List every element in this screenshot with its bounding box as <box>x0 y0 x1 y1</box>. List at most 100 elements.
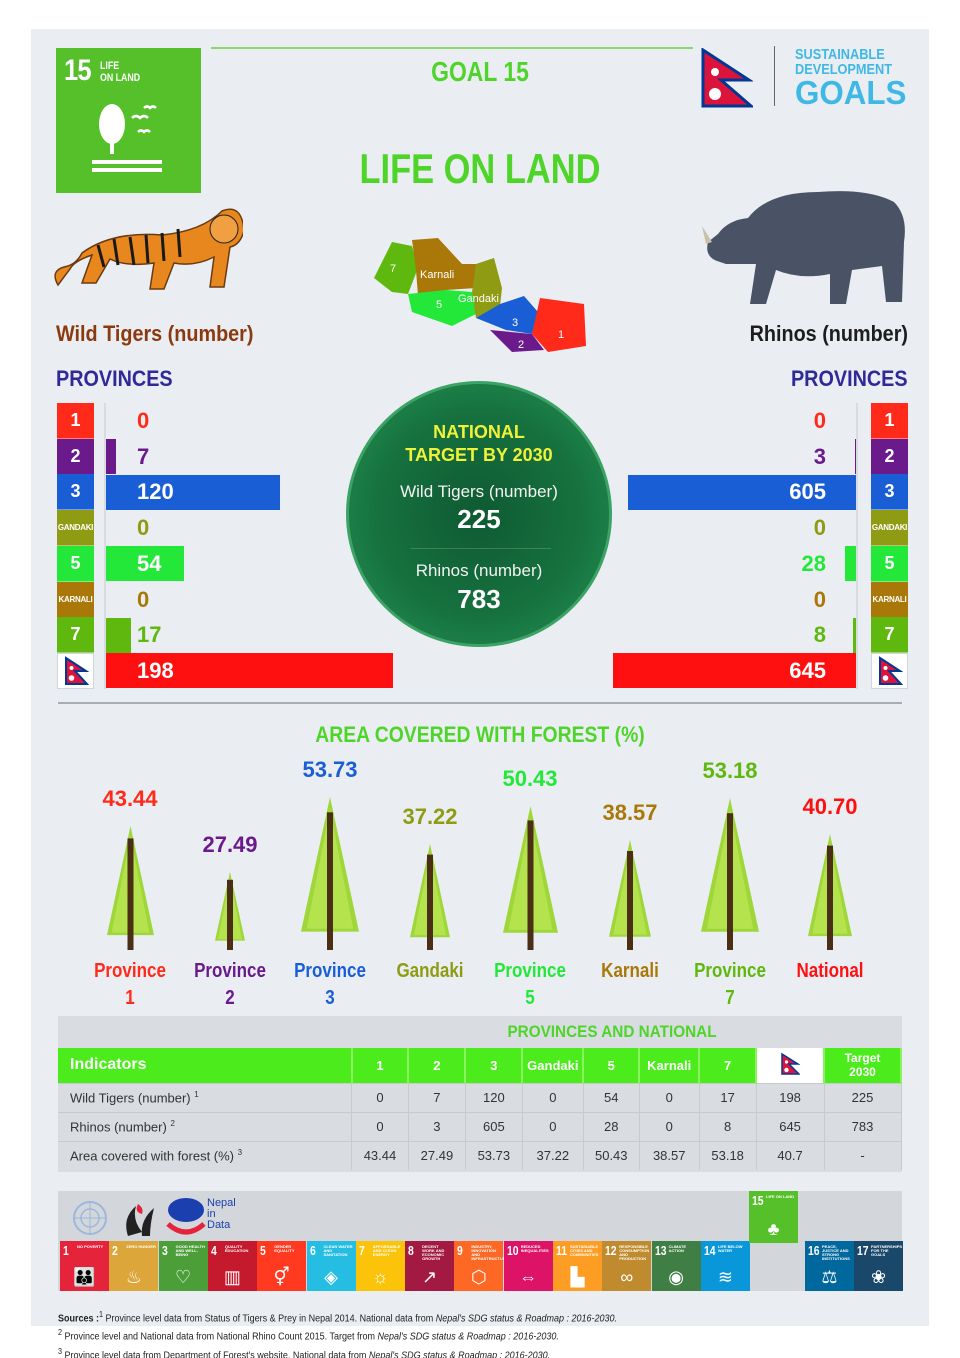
map-label-5: 5 <box>436 299 442 311</box>
table-cell: 50.43 <box>583 1140 640 1170</box>
pine-tree-icon <box>808 834 852 950</box>
col-p2: 2 <box>408 1048 467 1083</box>
nepal-in-data-logo-icon <box>166 1198 206 1235</box>
tigers-value-national: 198 <box>137 657 174 683</box>
table-row: Wild Tigers (number) 1 0 7 120 0 54 0 17 198 225 <box>58 1082 902 1112</box>
table-cell: 53.73 <box>465 1140 523 1170</box>
pine-tree-icon <box>215 872 245 950</box>
rhinos-bar-p7 <box>853 617 856 653</box>
sdg-tile-11: 11 SUSTAINABLE CITIES AND COMMUNITIES ▙ <box>553 1241 602 1291</box>
table-cell: 198 <box>756 1082 825 1112</box>
table-cell: 38.57 <box>639 1140 700 1170</box>
rhinos-value-gandaki: 0 <box>813 515 826 541</box>
forest-label-p2: Province 2 <box>194 960 266 1009</box>
infinity-icon: ∞ <box>620 1267 634 1287</box>
forest-label-p5: Province 5 <box>494 960 566 1009</box>
target-separator <box>411 548 551 549</box>
tigers-axis-line <box>104 403 106 689</box>
table-row: Rhinos (number) 2 0 3 605 0 28 0 8 645 783 <box>58 1111 902 1141</box>
table-cell: 0 <box>522 1111 584 1141</box>
table-row: Area covered with forest (%) 3 43.44 27.49… <box>58 1140 902 1170</box>
tigers-province-box-p1: 1 <box>57 403 94 439</box>
rhinos-province-box-p5: 5 <box>871 545 908 582</box>
table-cell: 27.49 <box>408 1140 466 1170</box>
sdg-tile-5: 5 GENDER EQUALITY ⚥ <box>257 1241 307 1291</box>
rhinos-axis-line <box>856 403 858 689</box>
col-p5: 5 <box>583 1048 641 1083</box>
sdg-tile-4: 4 QUALITY EDUCATION ▥ <box>207 1241 257 1291</box>
target-tigers-label: Wild Tigers (number) <box>400 482 558 501</box>
nepal-flag-icon <box>64 656 89 685</box>
tigers-value-karnali: 0 <box>137 586 150 612</box>
sdg-tile-15: 15 LIFE ON LAND ♣ <box>749 1191 798 1243</box>
rhinos-province-box-national <box>871 652 908 689</box>
indicator-table: Indicators 1 2 3 Gandaki 5 Karnali 7 Tar… <box>58 1048 902 1170</box>
tigers-value-p5: 54 <box>137 550 162 576</box>
fish-icon: ≋ <box>717 1267 733 1287</box>
pine-tree-icon <box>410 844 450 950</box>
sdg-tile-16: 16 PEACE, JUSTICE AND STRONG INSTITUTION… <box>805 1241 854 1291</box>
tigers-provinces-heading: PROVINCES <box>56 366 173 391</box>
forest-label-p7: Province 7 <box>694 960 766 1009</box>
table-cell: 0 <box>522 1082 584 1112</box>
sdg-tile-10: 10 REDUCED INEQUALITIES ⇔ <box>503 1241 553 1291</box>
indicator-label: Rhinos (number) 2 <box>58 1111 353 1141</box>
forest-label-national: National <box>796 960 864 982</box>
eye-globe-icon: ◉ <box>668 1267 684 1287</box>
rhinos-province-box-gandaki: GANDAKI <box>871 510 908 547</box>
tigers-province-box-gandaki: GANDAKI <box>57 510 94 547</box>
page-title: LIFE ON LAND <box>359 145 601 192</box>
section-divider <box>58 702 902 704</box>
tigers-bar-p7 <box>106 617 131 653</box>
table-cell: 225 <box>824 1082 902 1112</box>
sdg-tile-7: 7 AFFORDABLE AND CLEAN ENERGY ☼ <box>355 1241 405 1291</box>
forest-value: 27.49 <box>202 832 258 857</box>
logo-separator <box>774 46 775 106</box>
tigers-value-p3: 120 <box>137 479 174 505</box>
nepal-province-map: 7 Karnali 5 Gandaki 3 2 1 <box>374 238 586 352</box>
rhinos-value-p2: 3 <box>813 443 826 469</box>
forest-label-p3: Province 3 <box>294 960 366 1009</box>
sdg-tile-6: 6 CLEAN WATER AND SANITATION ◈ <box>306 1241 356 1291</box>
sdg-tile-13: 13 CLIMATE ACTION ◉ <box>651 1241 701 1291</box>
indicator-label: Wild Tigers (number) 1 <box>58 1082 353 1112</box>
sdg-tile-3: 3 GOOD HEALTH AND WELL-BEING ♡ <box>158 1241 208 1291</box>
table-cell: 28 <box>583 1111 640 1141</box>
heartbeat-icon: ♡ <box>175 1267 192 1287</box>
rhinos-province-box-p1: 1 <box>871 403 908 439</box>
pine-tree-icon <box>609 840 651 950</box>
rhinos-bar-p2 <box>855 439 856 475</box>
cubes-icon: ⬡ <box>471 1267 487 1287</box>
tree-birds-icon <box>92 104 162 172</box>
city-icon: ▙ <box>570 1267 585 1287</box>
table-cell: 43.44 <box>351 1140 409 1170</box>
forest-value: 38.57 <box>602 800 658 825</box>
rhinos-value-national: 645 <box>789 657 826 683</box>
tigers-province-box-p7: 7 <box>57 617 94 654</box>
table-cell: 7 <box>408 1082 466 1112</box>
target-rhinos-label: Rhinos (number) <box>415 561 543 580</box>
rhinos-value-p5: 28 <box>801 550 826 576</box>
map-label-karnali: Karnali <box>420 269 454 281</box>
tigers-bar-p5 <box>106 546 184 582</box>
tigers-province-box-karnali: KARNALI <box>57 581 94 618</box>
rhinos-bar-p3 <box>628 474 856 510</box>
forest-column-karnali: 38.57 <box>580 800 680 1010</box>
sdg-tile-8: 8 DECENT WORK AND ECONOMIC GROWTH ↗ <box>405 1241 455 1291</box>
bowl-icon: ♨ <box>125 1267 142 1287</box>
col-indicators: Indicators <box>58 1048 353 1083</box>
forest-column-national: 40.70 <box>780 794 880 1010</box>
table-cell: 0 <box>351 1111 409 1141</box>
col-target-2030: Target 2030 <box>824 1048 902 1083</box>
nepal-flag-icon <box>878 656 903 685</box>
tigers-value-p2: 7 <box>137 443 150 469</box>
tigers-label: Wild Tigers (number) <box>56 321 254 346</box>
forest-value: 40.70 <box>802 794 858 819</box>
table-cell: 53.18 <box>699 1140 757 1170</box>
forest-label-karnali: Karnali <box>601 960 659 982</box>
table-cell: 605 <box>465 1111 523 1141</box>
tigers-value-gandaki: 0 <box>137 515 150 541</box>
target-heading-line1: NATIONAL <box>433 422 525 442</box>
forest-column-p7: 53.18 <box>680 758 780 1010</box>
rhinos-bar-national <box>613 653 856 689</box>
